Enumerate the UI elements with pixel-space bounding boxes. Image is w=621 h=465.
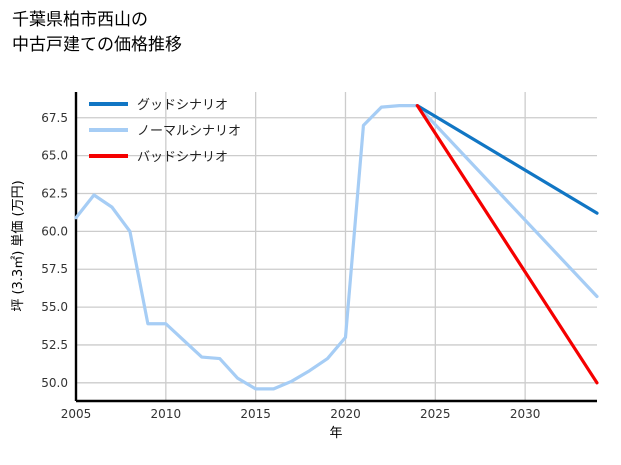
x-tick-label-3: 2020 bbox=[330, 407, 361, 421]
y-tick-label-7: 67.5 bbox=[41, 111, 68, 125]
y-tick-label-6: 65.0 bbox=[41, 149, 68, 163]
y-tick-label-1: 52.5 bbox=[41, 338, 68, 352]
x-tick-label-1: 2010 bbox=[151, 407, 182, 421]
x-tick-label-5: 2030 bbox=[510, 407, 541, 421]
series-line-グッドシナリオ bbox=[415, 104, 599, 215]
title-line-2: 中古戸建ての価格推移 bbox=[12, 35, 182, 55]
y-tick-label-0: 50.0 bbox=[41, 376, 68, 390]
legend-label-2: バッドシナリオ bbox=[137, 150, 228, 165]
x-tick-labels: 2005 2010 2015 2020 2025 2030 bbox=[61, 407, 541, 421]
legend-label-0: グッドシナリオ bbox=[137, 98, 228, 113]
series-line-ノーマルシナリオ bbox=[74, 104, 599, 391]
title-line-1: 千葉県柏市西山の bbox=[12, 10, 148, 30]
data-series-group bbox=[74, 104, 599, 391]
x-tick-label-4: 2025 bbox=[420, 407, 451, 421]
horizontal-gridlines bbox=[76, 117, 597, 384]
x-tick-label-2: 2015 bbox=[240, 407, 271, 421]
y-axis-title: 坪 (3.3㎡) 単価 (万円) bbox=[10, 180, 26, 311]
y-tick-labels: 50.0 52.5 55.0 57.5 60.0 62.5 65.0 67.5 bbox=[41, 111, 68, 390]
x-tick-label-0: 2005 bbox=[61, 407, 92, 421]
y-tick-label-5: 62.5 bbox=[41, 186, 68, 200]
y-tick-label-2: 55.0 bbox=[41, 300, 68, 314]
page-title: 千葉県柏市西山の 中古戸建ての価格推移 bbox=[12, 8, 182, 58]
y-tick-label-4: 60.0 bbox=[41, 224, 68, 238]
legend-label-1: ノーマルシナリオ bbox=[137, 124, 241, 139]
x-axis-title: 年 bbox=[329, 426, 342, 441]
y-tick-label-3: 57.5 bbox=[41, 262, 68, 276]
series-line-バッドシナリオ bbox=[415, 104, 599, 385]
